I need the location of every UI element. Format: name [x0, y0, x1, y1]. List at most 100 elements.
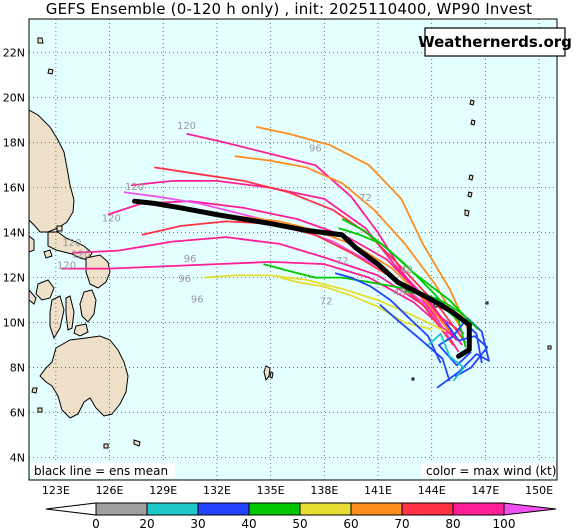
colorbar-label: 20 — [139, 517, 154, 531]
forecast-hour-label: 120 — [62, 238, 81, 249]
wind-colorbar: 0 20 30 40 50 60 70 80 100 — [45, 502, 557, 531]
forecast-hour-label: 120 — [125, 182, 144, 193]
lat-tick-label: 4N — [10, 452, 25, 465]
small-island-4 — [56, 225, 63, 232]
colorbar-segment — [401, 502, 454, 516]
colorbar-label: 70 — [394, 517, 409, 531]
note-left-box — [31, 463, 175, 478]
member-track — [234, 155, 462, 328]
mean-track-line — [132, 198, 472, 359]
colorbar-segment — [299, 502, 352, 516]
colorbar-segment — [350, 502, 403, 516]
forecast-hour-label: 120 — [57, 261, 76, 272]
member-track — [338, 227, 458, 319]
member-track — [427, 332, 465, 382]
palawan-tip — [29, 289, 37, 305]
small-island-6 — [37, 407, 43, 413]
map-frame — [28, 18, 558, 481]
negros-island — [49, 295, 65, 340]
leyte-island — [79, 289, 97, 323]
forecast-hour-label: 48 — [393, 288, 406, 299]
lon-tick-label: 138E — [310, 484, 338, 497]
colorbar-label: 0 — [92, 517, 100, 531]
lat-tick-label: 14N — [3, 227, 25, 240]
small-island-5 — [31, 387, 38, 394]
forecast-hour-label: 96 — [309, 144, 322, 155]
member-track — [204, 274, 447, 333]
forecast-hour-label: 96 — [191, 294, 204, 305]
luzon-landmass — [29, 109, 75, 233]
member-track — [445, 322, 489, 378]
forecast-hour-label: 120 — [177, 121, 196, 132]
latitude-tick-labels: 4N 6N 8N 10N 12N 14N 16N 18N 20N 22N — [3, 47, 25, 465]
brand-box — [424, 27, 566, 57]
member-track — [141, 220, 454, 346]
colorbar-label: 60 — [343, 517, 358, 531]
lon-tick-label: 150E — [525, 484, 553, 497]
caroline-island-3 — [485, 301, 489, 305]
ensemble-mean-track — [132, 198, 472, 359]
forecast-hour-label: 120 — [102, 213, 121, 224]
mariana-island-4 — [469, 99, 475, 106]
mariana-island-1 — [467, 191, 473, 198]
colorbar-label: 40 — [241, 517, 256, 531]
member-track — [256, 126, 472, 337]
member-track — [334, 272, 442, 364]
samar-island — [85, 254, 111, 289]
small-island-8 — [133, 439, 141, 447]
forecast-hour-label: 96 — [184, 254, 197, 265]
caroline-island-4 — [411, 377, 415, 381]
lon-tick-label: 135E — [257, 484, 285, 497]
small-island-2 — [37, 37, 44, 44]
cebu-island — [65, 295, 75, 331]
colorbar-label: 100 — [493, 517, 516, 531]
forecast-hour-label: 72 — [336, 256, 349, 267]
colorbar-label: 30 — [190, 517, 205, 531]
lon-tick-label: 144E — [418, 484, 446, 497]
caroline-island-2 — [547, 345, 552, 350]
colorbar-segment — [248, 502, 301, 516]
mariana-island-2 — [468, 174, 474, 181]
colorbar-segment — [452, 502, 505, 516]
lat-tick-label: 20N — [3, 92, 25, 105]
lat-tick-label: 18N — [3, 137, 25, 150]
colorbar-left-arrow — [45, 502, 97, 516]
lon-tick-label: 123E — [42, 484, 70, 497]
bohol-island — [73, 323, 89, 337]
guam-island — [464, 209, 470, 217]
mindanao-landmass — [39, 335, 129, 419]
member-track — [61, 260, 456, 339]
lon-tick-label: 129E — [149, 484, 177, 497]
land-masses — [29, 37, 552, 449]
lon-tick-label: 132E — [203, 484, 231, 497]
brand-text: Weathernerds.org — [418, 33, 572, 51]
forecast-hour-label: 48 — [400, 265, 413, 276]
colorbar-segment — [197, 502, 250, 516]
colorbar-segment — [95, 502, 148, 516]
colorbar-label: 80 — [445, 517, 460, 531]
lon-tick-label: 147E — [471, 484, 499, 497]
lat-tick-label: 12N — [3, 272, 25, 285]
lat-tick-label: 16N — [3, 182, 25, 195]
small-island-7 — [103, 443, 109, 449]
mindoro-island — [29, 235, 35, 253]
colorbar-label: 50 — [292, 517, 307, 531]
colorbar-segment — [146, 502, 199, 516]
lat-tick-label: 8N — [10, 362, 25, 375]
note-right: color = max wind (kt) — [426, 464, 556, 478]
lon-tick-label: 126E — [96, 484, 124, 497]
lat-tick-label: 22N — [3, 47, 25, 60]
panay-island — [35, 279, 55, 301]
small-island-1 — [47, 68, 54, 75]
member-track — [379, 303, 451, 382]
colorbar-right-arrow — [503, 502, 557, 516]
forecast-hour-label: 72 — [359, 193, 372, 204]
lat-tick-label: 6N — [10, 407, 25, 420]
lon-tick-label: 141E — [364, 484, 392, 497]
lat-tick-label: 10N — [3, 317, 25, 330]
mariana-island-3 — [470, 119, 476, 126]
small-island-3 — [43, 249, 53, 259]
member-track — [71, 236, 465, 335]
